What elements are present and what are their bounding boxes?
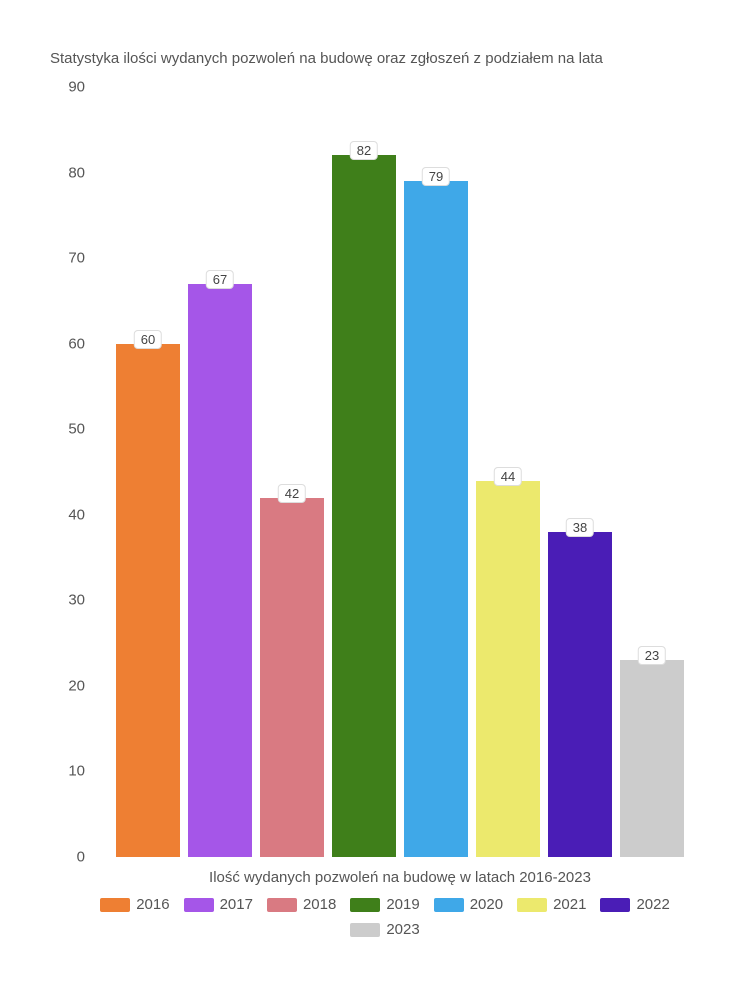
bar-value-label: 67 <box>206 270 234 289</box>
y-tick: 50 <box>50 421 85 438</box>
bar-value-label: 38 <box>566 518 594 537</box>
bar: 82 <box>332 155 396 857</box>
legend-label: 2018 <box>303 896 336 913</box>
legend-swatch <box>350 923 380 937</box>
legend-item: 2021 <box>517 896 586 913</box>
y-tick: 20 <box>50 677 85 694</box>
y-tick: 70 <box>50 250 85 267</box>
y-tick: 0 <box>50 849 85 866</box>
bar-value-label: 44 <box>494 467 522 486</box>
bar: 67 <box>188 284 252 857</box>
legend-label: 2020 <box>470 896 503 913</box>
chart-title: Statystyka ilości wydanych pozwoleń na b… <box>40 50 710 67</box>
bar: 42 <box>260 498 324 857</box>
bar-value-label: 82 <box>350 141 378 160</box>
legend-swatch <box>600 898 630 912</box>
y-tick: 30 <box>50 592 85 609</box>
y-tick: 80 <box>50 164 85 181</box>
y-tick: 60 <box>50 335 85 352</box>
bar-value-label: 42 <box>278 484 306 503</box>
legend-label: 2023 <box>386 921 419 938</box>
legend-item: 2023 <box>350 921 419 938</box>
legend-swatch <box>350 898 380 912</box>
legend-item: 2018 <box>267 896 336 913</box>
legend-swatch <box>517 898 547 912</box>
legend-item: 2022 <box>600 896 669 913</box>
bar: 60 <box>116 344 180 857</box>
x-axis-label: Ilość wydanych pozwoleń na budowę w lata… <box>90 869 710 886</box>
bar: 44 <box>476 481 540 857</box>
bar: 79 <box>404 181 468 857</box>
legend: 2016 2017 2018 2019 2020 2021 2022 2023 <box>70 896 700 938</box>
legend-label: 2021 <box>553 896 586 913</box>
legend-label: 2016 <box>136 896 169 913</box>
bar: 23 <box>620 660 684 857</box>
legend-label: 2022 <box>636 896 669 913</box>
bar-value-label: 60 <box>134 330 162 349</box>
legend-item: 2016 <box>100 896 169 913</box>
legend-swatch <box>434 898 464 912</box>
legend-label: 2019 <box>386 896 419 913</box>
y-tick: 10 <box>50 763 85 780</box>
plot-area: 0102030405060708090 6067428279443823 <box>90 87 700 857</box>
legend-swatch <box>267 898 297 912</box>
y-axis: 0102030405060708090 <box>50 87 85 857</box>
legend-swatch <box>184 898 214 912</box>
legend-item: 2020 <box>434 896 503 913</box>
y-tick: 90 <box>50 79 85 96</box>
legend-item: 2019 <box>350 896 419 913</box>
bar: 38 <box>548 532 612 857</box>
bar-value-label: 79 <box>422 167 450 186</box>
bar-value-label: 23 <box>638 646 666 665</box>
legend-label: 2017 <box>220 896 253 913</box>
legend-swatch <box>100 898 130 912</box>
y-tick: 40 <box>50 506 85 523</box>
bars-group: 6067428279443823 <box>100 87 700 857</box>
legend-item: 2017 <box>184 896 253 913</box>
chart-container: Statystyka ilości wydanych pozwoleń na b… <box>40 50 710 950</box>
